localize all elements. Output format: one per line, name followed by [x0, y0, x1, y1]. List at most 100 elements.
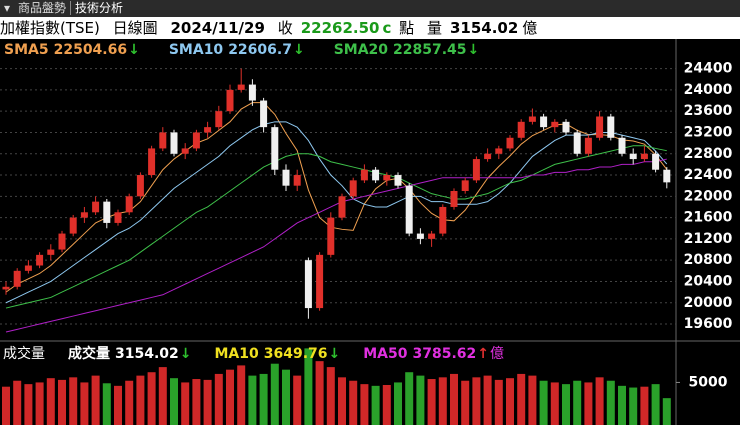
candle-body [640, 153, 648, 160]
volume-bar [562, 384, 570, 425]
candle-body [439, 206, 447, 234]
background [0, 39, 740, 425]
volume-bar [2, 386, 10, 425]
ma-line [5, 145, 667, 309]
legend-value: 3154.02 [115, 346, 179, 362]
candle-body [383, 175, 391, 181]
volume-bar [461, 380, 470, 425]
candle-body [618, 137, 626, 154]
candle-body [125, 196, 133, 213]
volume-bar [606, 380, 615, 425]
legend-value: 22606.7 [228, 42, 292, 58]
volume-bar [13, 380, 22, 425]
candle-body [114, 212, 122, 223]
volume-bar [192, 379, 201, 425]
unit: 點 [399, 19, 415, 37]
y-tick-label: 20000 [684, 295, 733, 311]
candle-body [394, 175, 402, 186]
candle-body [349, 180, 357, 197]
candle-body [13, 270, 21, 287]
volume-bar [517, 373, 526, 425]
candle-body [327, 217, 335, 255]
candle-body [584, 137, 592, 154]
legend-name: MA50 [363, 346, 408, 362]
y-tick-label: 19600 [684, 316, 733, 332]
dropdown[interactable]: ▾ [4, 1, 11, 15]
volume-bar [293, 375, 302, 425]
volume-bar [158, 367, 167, 425]
legend-name: SMA5 [4, 42, 49, 58]
candle-body [69, 217, 77, 234]
volume-bar [147, 372, 156, 425]
volume-bar [69, 377, 78, 425]
candle-body [80, 212, 88, 218]
volume-bar [181, 382, 190, 425]
volume-label: 量 [426, 19, 442, 37]
y-tick-label: 21200 [684, 231, 733, 247]
close-label: 收 [277, 19, 293, 37]
legend-arrow: ↓ [468, 42, 480, 58]
tab-bar: ▾ 商品盤勢 技術分析 [0, 0, 740, 17]
volume-bar [203, 379, 212, 425]
volume-bar [58, 379, 66, 425]
candle-body [652, 153, 660, 170]
candle-body [663, 169, 671, 183]
candle-body [596, 116, 604, 138]
volume-unit: 億 [522, 19, 538, 37]
volume-bar [427, 379, 436, 425]
candle-body [271, 127, 279, 170]
candle-body [215, 111, 223, 128]
candle-body [428, 233, 436, 239]
volume-bar [394, 382, 402, 425]
candle-body [148, 148, 156, 176]
volume-bar [24, 384, 33, 425]
candle-body [461, 180, 469, 191]
candle-body [484, 153, 492, 160]
ma-line [5, 121, 668, 304]
candle-body [316, 254, 324, 309]
candle-body [293, 175, 301, 186]
candle-body [170, 132, 178, 154]
candle-body [629, 153, 637, 160]
volume-bar [259, 373, 268, 425]
volume-bar [125, 380, 134, 425]
legend-name: 成交量 [68, 345, 110, 362]
volume-bar [248, 375, 257, 425]
tab[interactable]: 商品盤勢 [18, 1, 67, 15]
volume-bar [371, 385, 380, 425]
volume-bar [360, 384, 369, 425]
y-tick-label: 23600 [684, 103, 733, 119]
volume-bar [270, 363, 279, 425]
candle-body [204, 127, 212, 133]
candle-body [192, 132, 200, 149]
candle-body [372, 169, 380, 181]
tab[interactable]: 技術分析 [70, 1, 128, 15]
volume-bar [472, 377, 481, 425]
volume-bar [573, 380, 582, 425]
volume-bar [640, 386, 649, 425]
volume-bar [304, 348, 313, 425]
candle-body [416, 233, 424, 239]
volume-bar [618, 385, 626, 425]
close-flag: c [382, 19, 392, 37]
candle-body [2, 286, 10, 290]
candle-body [573, 132, 581, 154]
candle-body [551, 121, 559, 128]
volume-bar [550, 382, 559, 425]
volume-bar [102, 383, 111, 425]
volume-bar [214, 373, 223, 425]
candle-body [472, 159, 480, 181]
candle-body [360, 169, 368, 181]
legend-arrow: ↓ [329, 346, 341, 362]
volume-bar [170, 378, 178, 425]
volume-bar [282, 369, 290, 425]
volume-bar [494, 379, 503, 425]
candle-body [136, 175, 144, 197]
volume-bar [662, 398, 671, 425]
volume-bar [315, 361, 324, 425]
candle-body [540, 116, 548, 128]
volume-bar [80, 382, 89, 425]
candle-body [58, 233, 66, 250]
candle-body [47, 249, 55, 255]
